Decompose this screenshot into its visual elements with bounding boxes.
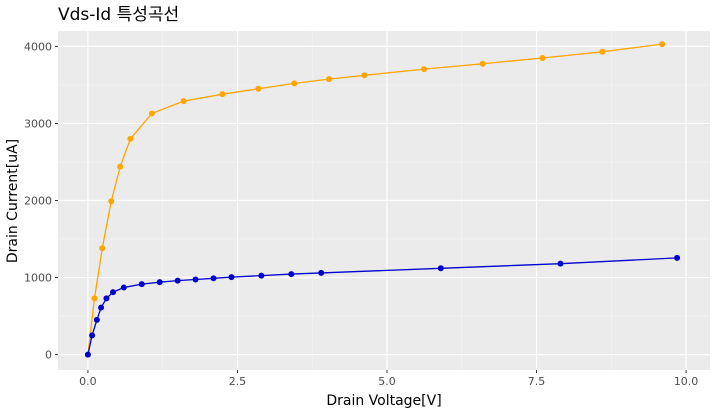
x-axis-ticks: 0.0 2.5 5.0 7.5 10.0 (79, 370, 698, 388)
y-axis-ticks: 0 1000 2000 3000 4000 (24, 40, 58, 362)
x-axis-title: Drain Voltage[V] (326, 393, 441, 409)
data-point (110, 289, 117, 296)
x-tick-label: 0.0 (79, 375, 97, 388)
data-point (98, 304, 105, 311)
major-gridlines (58, 31, 710, 370)
data-point (599, 48, 606, 55)
data-point (93, 316, 100, 323)
data-point (255, 85, 262, 92)
data-point (127, 135, 134, 142)
x-tick-label: 5.0 (378, 375, 396, 388)
data-point (258, 272, 265, 279)
data-point (180, 98, 187, 105)
data-point (192, 276, 199, 283)
data-point (84, 351, 91, 358)
data-point (318, 269, 325, 276)
data-point (539, 54, 546, 61)
y-tick-label: 3000 (24, 117, 52, 130)
y-tick-label: 1000 (24, 272, 52, 285)
data-point (210, 275, 217, 282)
data-point (120, 284, 127, 291)
data-point (325, 76, 332, 83)
data-point (108, 198, 115, 205)
chart-title: Vds-Id 특성곡선 (58, 5, 179, 25)
series-2 (84, 254, 681, 358)
data-point (659, 41, 666, 48)
data-point (228, 274, 235, 281)
data-point (557, 260, 564, 267)
data-point (219, 91, 226, 98)
data-point (103, 295, 110, 302)
y-tick-label: 0 (45, 349, 52, 362)
data-point (421, 66, 428, 73)
data-point (479, 60, 486, 67)
series-layer (84, 41, 681, 358)
data-point (291, 80, 298, 87)
data-point (288, 271, 295, 278)
data-point (138, 281, 145, 288)
y-tick-label: 2000 (24, 195, 52, 208)
data-point (174, 277, 181, 284)
y-tick-label: 4000 (24, 40, 52, 53)
y-axis-title: Drain Current[uA] (5, 139, 21, 263)
data-point (91, 295, 98, 302)
series-line (87, 43, 663, 355)
data-point (156, 279, 163, 286)
x-tick-label: 10.0 (674, 375, 699, 388)
data-point (437, 265, 444, 272)
data-point (674, 254, 681, 261)
data-point (89, 332, 96, 339)
x-tick-label: 2.5 (229, 375, 247, 388)
data-point (148, 110, 155, 117)
x-tick-label: 7.5 (528, 375, 546, 388)
data-point (117, 163, 124, 170)
data-point (99, 245, 106, 252)
data-point (361, 72, 368, 79)
